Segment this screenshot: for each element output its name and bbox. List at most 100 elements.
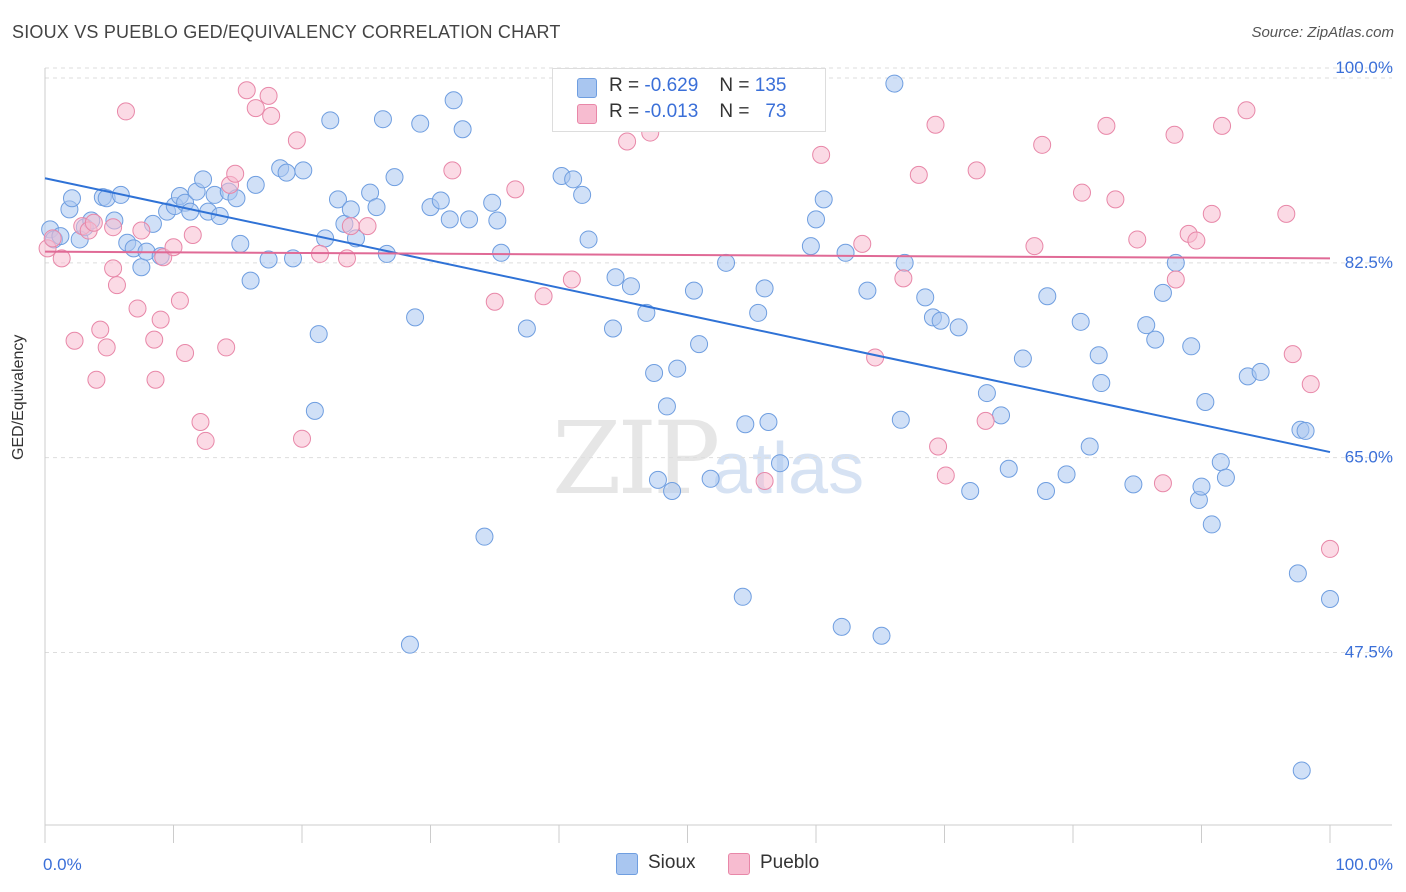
source-label: Source: ZipAtlas.com xyxy=(1251,24,1394,41)
pueblo-point xyxy=(97,338,116,357)
sioux-point xyxy=(341,200,360,219)
sioux-point xyxy=(309,325,328,344)
sioux-point xyxy=(931,311,950,330)
pueblo-point xyxy=(1128,230,1147,249)
pueblo-point xyxy=(1213,116,1232,135)
sioux-point xyxy=(1216,468,1235,487)
pueblo-point xyxy=(1301,375,1320,394)
sioux-point xyxy=(668,359,687,378)
sioux-point xyxy=(400,635,419,654)
sioux-point xyxy=(517,319,536,338)
sioux-point xyxy=(483,193,502,212)
pueblo-point xyxy=(1072,183,1091,202)
sioux-point xyxy=(411,114,430,133)
chart-title: SIOUX VS PUEBLO GED/EQUIVALENCY CORRELAT… xyxy=(12,22,561,42)
pueblo-point xyxy=(1097,116,1116,135)
sioux-point xyxy=(284,249,303,268)
sioux-trend-line xyxy=(44,177,1331,454)
sioux-point xyxy=(603,319,622,338)
pueblo-point xyxy=(1165,125,1184,144)
pueblo-point xyxy=(1237,101,1256,120)
y-tick-label: 100.0% xyxy=(1335,58,1393,77)
sioux-point xyxy=(1092,374,1111,393)
sioux-point xyxy=(373,110,392,129)
sioux-point xyxy=(1296,421,1315,440)
sioux-point xyxy=(492,243,511,262)
sioux-point xyxy=(277,163,296,182)
sioux-point xyxy=(488,211,507,230)
pueblo-point xyxy=(287,131,306,150)
sioux-point xyxy=(645,364,664,383)
pueblo-point xyxy=(65,331,84,350)
sioux-point xyxy=(1080,437,1099,456)
pueblo-point xyxy=(52,249,71,268)
sioux-point xyxy=(977,384,996,403)
sioux-point xyxy=(194,170,213,189)
sioux-point xyxy=(807,210,825,229)
y-tick-label: 82.5% xyxy=(1345,253,1393,272)
sioux-point xyxy=(637,303,656,322)
sioux-point xyxy=(573,185,592,204)
sioux-point xyxy=(1202,515,1221,534)
pueblo-point xyxy=(246,99,265,118)
sioux-point xyxy=(606,268,625,287)
sioux-point xyxy=(1137,316,1156,335)
pueblo-point xyxy=(43,229,62,248)
sioux-point xyxy=(885,74,904,93)
sioux-point xyxy=(736,415,755,434)
pueblo-point xyxy=(341,217,360,236)
pueblo-point xyxy=(293,429,311,448)
sioux-point xyxy=(621,277,640,296)
pueblo-point xyxy=(226,164,245,183)
y-tick-label: 65.0% xyxy=(1345,448,1393,467)
pueblo-point xyxy=(562,270,581,289)
pueblo-point xyxy=(262,106,281,125)
sioux-point xyxy=(949,318,968,337)
pueblo-point xyxy=(358,217,377,236)
sioux-point xyxy=(431,191,450,210)
pueblo-point xyxy=(618,132,637,151)
sioux-point xyxy=(444,91,463,110)
pueblo-point xyxy=(506,180,525,199)
pueblo-point xyxy=(1321,539,1339,558)
sioux-point xyxy=(1146,330,1165,349)
pueblo-point xyxy=(853,234,872,253)
sioux-point xyxy=(717,253,736,272)
sioux-point xyxy=(755,279,774,298)
pueblo-point xyxy=(1025,237,1044,256)
sioux-point xyxy=(872,626,891,645)
pueblo-point xyxy=(929,437,948,456)
sioux-point xyxy=(1251,362,1270,381)
sioux-point xyxy=(579,230,598,249)
y-tick-label: 47.5% xyxy=(1345,642,1393,661)
sioux-point xyxy=(475,527,494,546)
sioux-point xyxy=(1211,453,1230,472)
pueblo-point xyxy=(534,287,553,306)
pueblo-point xyxy=(755,472,774,491)
watermark-atlas: atlas xyxy=(712,429,865,509)
sioux-point xyxy=(328,190,347,209)
sioux-point xyxy=(1321,590,1339,609)
legend-r-sioux: -0.629 xyxy=(644,75,699,96)
pueblo-point xyxy=(116,102,135,121)
sioux-point xyxy=(406,308,425,327)
pueblo-point xyxy=(107,276,126,295)
sioux-point xyxy=(1071,312,1090,331)
sioux-point xyxy=(1192,477,1211,496)
sioux-point xyxy=(836,243,855,262)
pueblo-point xyxy=(170,291,189,310)
sioux-point xyxy=(440,210,459,229)
pueblo-point xyxy=(104,218,123,237)
pueblo-point xyxy=(259,86,278,105)
watermark-zip: ZIP xyxy=(552,400,720,517)
pueblo-point xyxy=(967,161,986,180)
sioux-point xyxy=(759,413,778,432)
pueblo-point xyxy=(1277,204,1296,223)
sioux-point xyxy=(132,258,151,277)
pueblo-point xyxy=(926,115,945,134)
pueblo-point xyxy=(128,299,147,318)
pueblo-point xyxy=(936,466,955,485)
pueblo-point xyxy=(485,292,504,311)
pueblo-point xyxy=(87,370,106,389)
sioux-point xyxy=(1182,337,1201,356)
